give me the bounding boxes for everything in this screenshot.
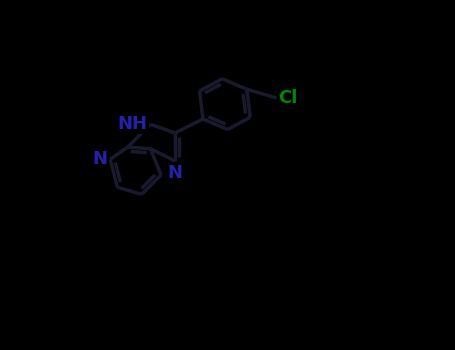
Text: N: N <box>167 164 182 182</box>
Text: NH: NH <box>118 115 148 133</box>
Text: Cl: Cl <box>278 89 298 107</box>
Text: N: N <box>92 150 107 168</box>
